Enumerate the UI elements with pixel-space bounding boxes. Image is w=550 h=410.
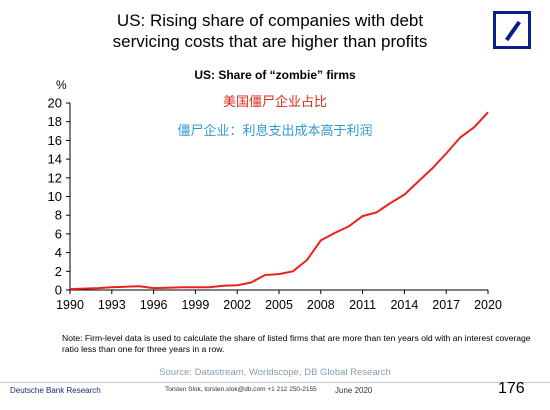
x-tick-label: 2017 — [432, 298, 460, 312]
x-tick-label: 1999 — [181, 298, 209, 312]
x-tick-label: 1993 — [98, 298, 126, 312]
x-tick-labels: 1990 1993 1996 1999 2002 2005 2008 2011 2014 2017… — [56, 298, 502, 312]
footer-contact: Torsten Slok, torsten.slok@db.com +1 212… — [165, 386, 317, 393]
chart-title: US: Share of “zombie” firms — [194, 68, 356, 82]
page-number: 176 — [498, 380, 525, 397]
zombie-share-line — [69, 111, 489, 291]
y-tick-label: 18 — [48, 114, 62, 129]
x-tick-label: 2014 — [390, 298, 418, 312]
footer-brand: Deutsche Bank Research — [10, 386, 101, 395]
y-tick-label: 0 — [55, 283, 62, 298]
x-tick-label: 2002 — [223, 298, 251, 312]
slide-title-line1: US: Rising share of companies with debt — [116, 11, 424, 30]
y-tick-label: 12 — [48, 170, 62, 185]
x-tick-label: 1990 — [56, 298, 84, 312]
y-tick-label: 14 — [48, 152, 62, 167]
chinese-title-annotation: 美国僵尸企业占比 — [222, 95, 327, 110]
y-tick-label: 4 — [55, 245, 62, 260]
footnote: Note: Firm-level data is used to calcula… — [62, 333, 531, 354]
deutsche-bank-logo-icon — [493, 11, 531, 49]
y-tick-label: 2 — [55, 264, 62, 279]
line-chart: 0 2 4 6 8 10 12 14 16 18 20 1990 1993 1996 1999 2002 20… — [48, 96, 502, 313]
series-layer — [69, 111, 489, 291]
y-tick-label: 10 — [48, 189, 62, 204]
chart-axes — [66, 102, 489, 294]
chinese-definition-annotation: 僵尸企业：利息支出成本高于利润 — [177, 124, 373, 139]
slide-title: US: Rising share of companies with debt … — [60, 10, 480, 52]
source-line: Source: Datastream, Worldscope, DB Globa… — [159, 367, 391, 378]
y-tick-labels: 0 2 4 6 8 10 12 14 16 18 20 — [48, 96, 62, 298]
footer-date: June 2020 — [335, 386, 373, 395]
slide-title-line2: servicing costs that are higher than pro… — [112, 32, 428, 51]
footer-divider — [0, 382, 550, 383]
y-axis-unit-label: % — [56, 78, 67, 92]
x-tick-label: 1996 — [140, 298, 168, 312]
x-tick-label: 2008 — [307, 298, 335, 312]
y-tick-label: 8 — [55, 208, 62, 223]
x-tick-label: 2011 — [349, 298, 376, 312]
x-tick-label: 2005 — [265, 298, 293, 312]
y-tick-label: 16 — [48, 133, 62, 148]
y-tick-label: 6 — [55, 226, 62, 241]
y-tick-label: 20 — [48, 96, 62, 111]
x-tick-label: 2020 — [474, 298, 502, 312]
